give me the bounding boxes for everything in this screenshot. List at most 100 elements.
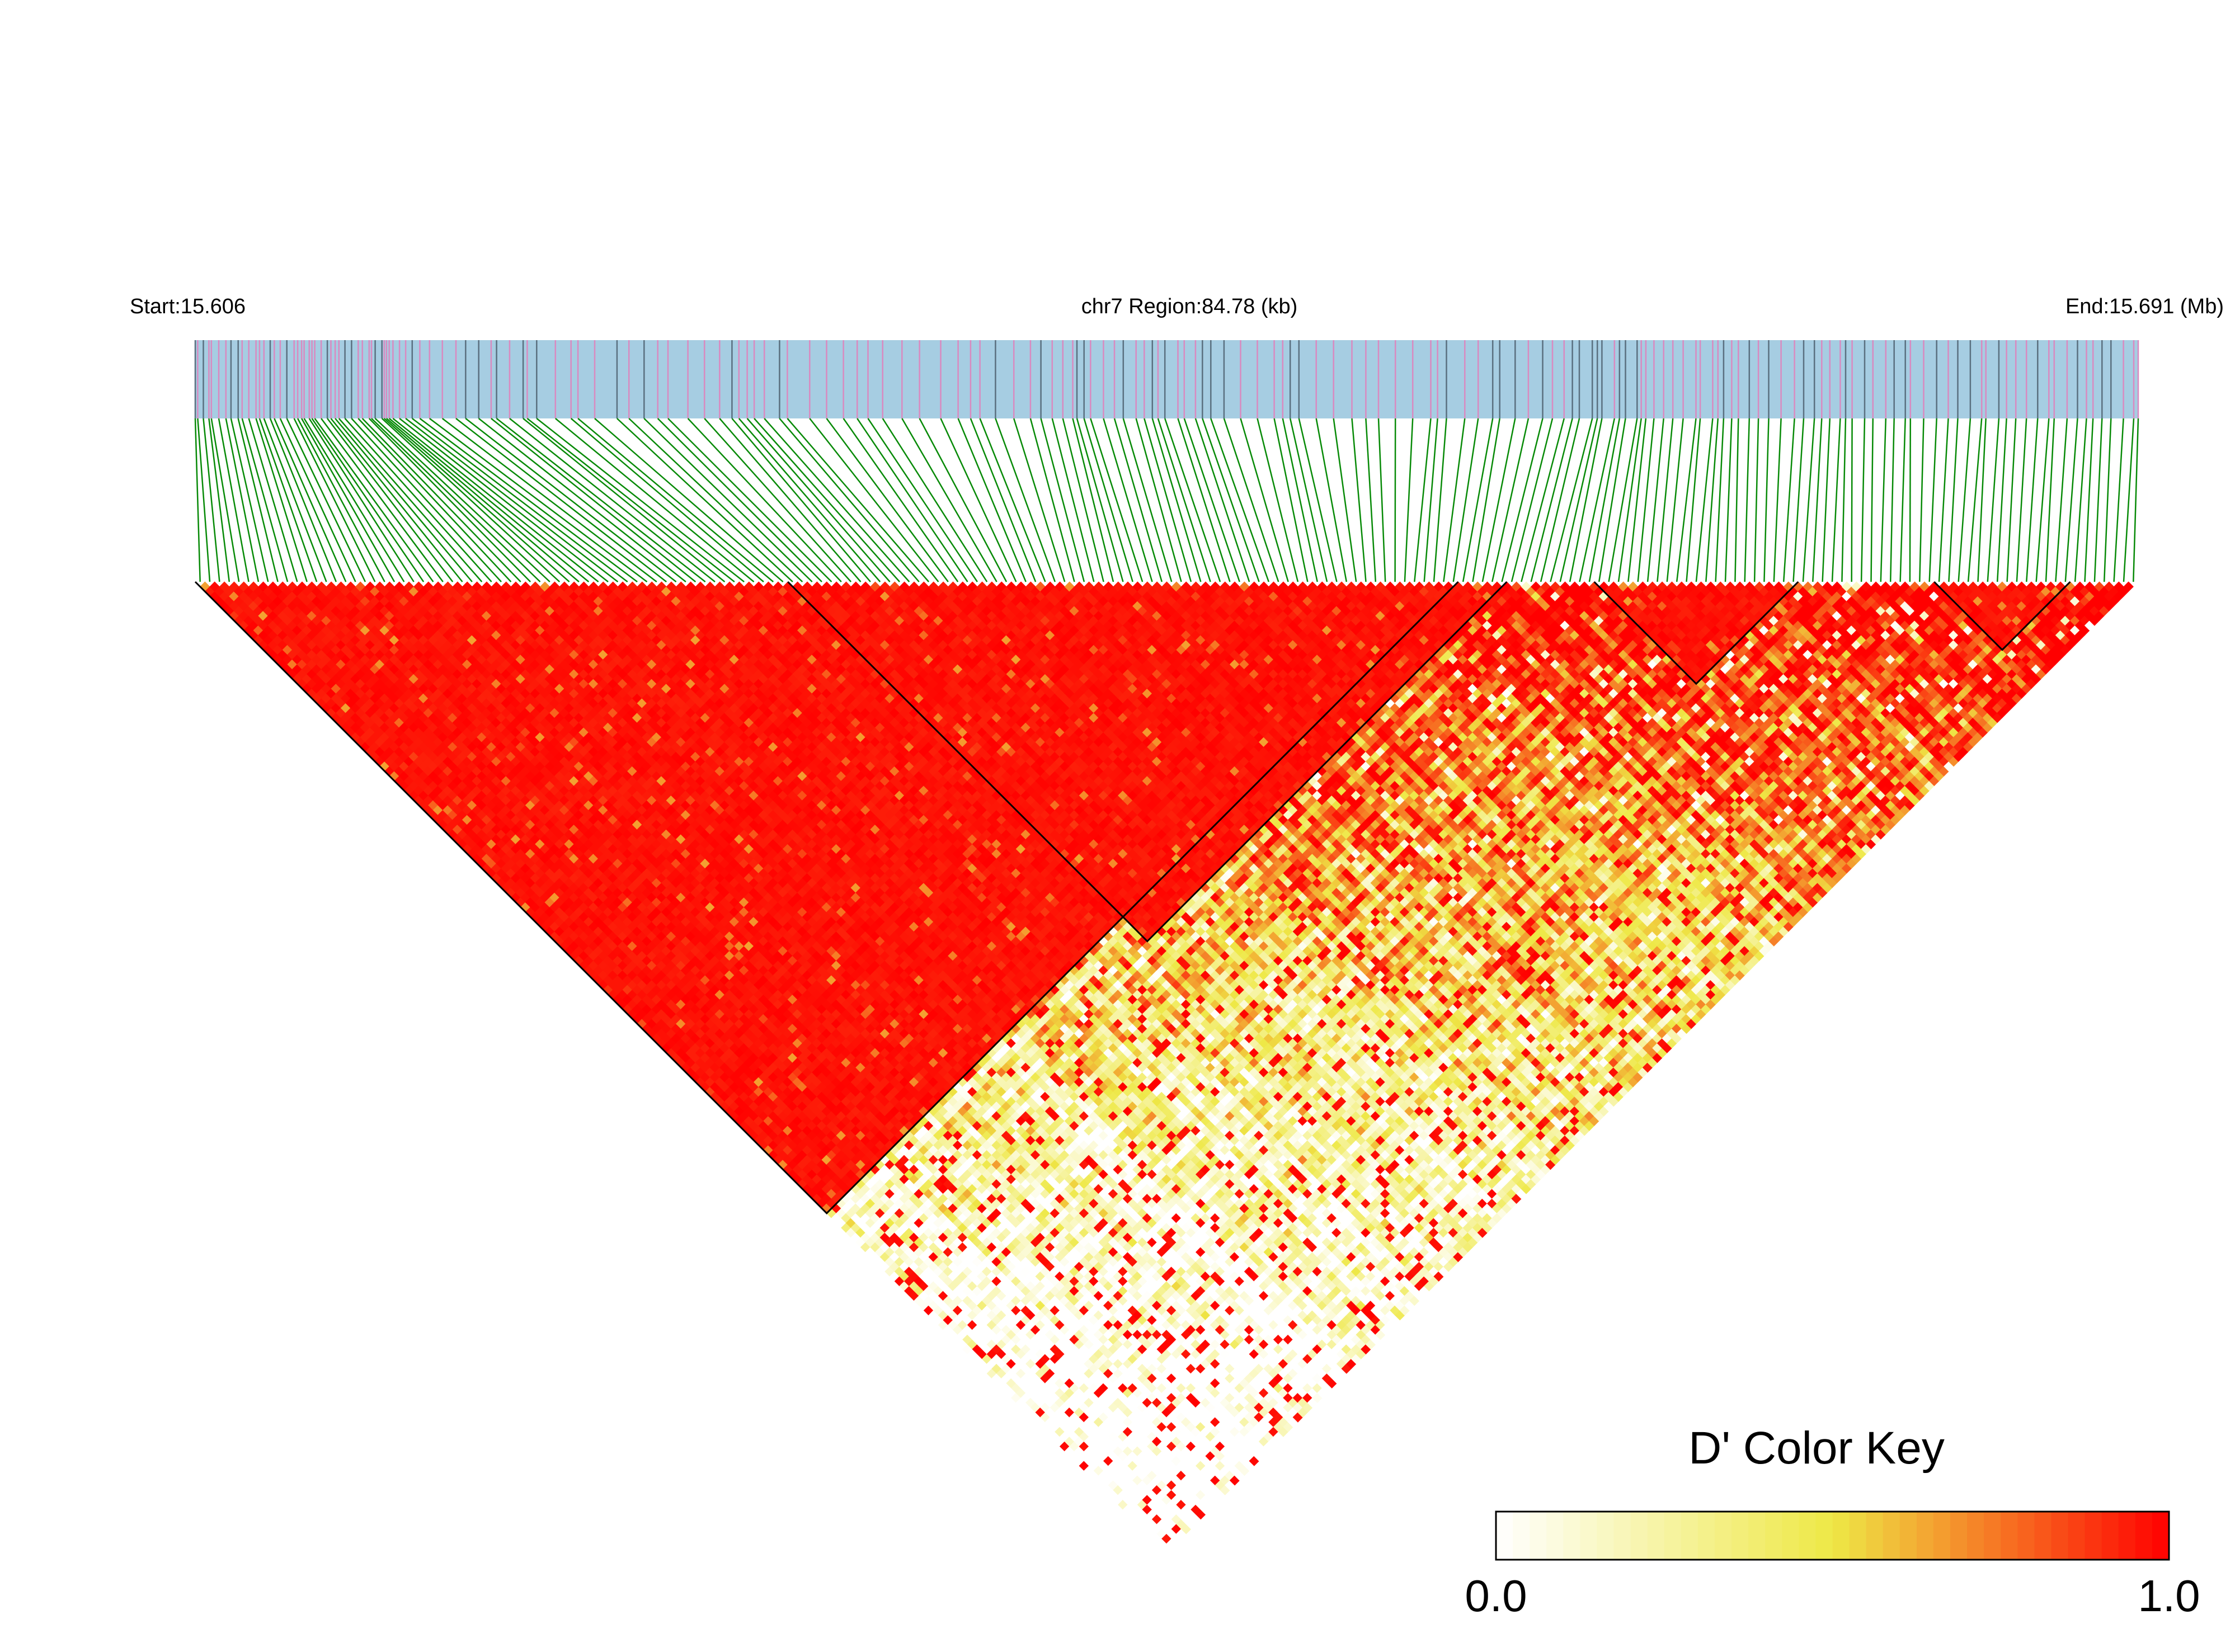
ld-cell [263,634,274,646]
snp-connector [1802,418,1815,582]
ld-cell [928,1291,939,1301]
ld-cell [350,722,361,733]
ld-cell [1142,1523,1153,1535]
snp-connector [496,418,706,582]
region-label: chr7 Region:84.78 (kb) [1081,295,1298,318]
ld-cell [457,819,468,830]
snp-connector [1666,418,1684,582]
ld-cell [1132,1514,1143,1524]
ld-cell [1040,1412,1051,1423]
snp-connector [274,418,347,582]
snp-connector [465,418,677,582]
snp-connector [719,418,862,582]
snp-connector [308,418,415,582]
snp-connector [1831,418,1841,582]
snp-connector [1880,418,1887,582]
snp-connector [1365,418,1377,582]
ld-cell [233,596,244,606]
snp-connector [2016,418,2027,582]
snp-connector [293,418,376,582]
snp-connector [218,418,250,582]
snp-connector [995,418,1056,582]
snp-connector [643,418,813,582]
snp-connector [258,418,318,582]
ld-cell [1064,1436,1075,1447]
ld-cell [267,630,279,641]
snp-connector [1282,418,1318,582]
snp-connector [2074,418,2087,582]
ld-cell [816,1179,827,1189]
snp-connector [399,418,609,582]
start-label: Start:15.606 [130,295,246,318]
snp-connector [1414,418,1432,582]
snp-connector [330,418,463,582]
ld-cell [539,902,550,912]
snp-connector [255,418,308,582]
snp-connector [241,418,289,582]
ld-cell [263,625,274,636]
snp-connector [1686,418,1701,582]
snp-connector [1812,418,1823,582]
snp-connector [1715,418,1725,582]
ld-cell [821,1184,832,1194]
snp-connector [225,418,260,582]
ld-cell [1011,1383,1022,1394]
ld-cell [622,985,633,995]
snp-connector [1157,418,1211,582]
ld-cell [374,746,385,757]
snp-connector [297,418,385,582]
snp-connector [867,418,978,582]
ld-cell [826,1208,837,1218]
ld-cell [850,1222,862,1234]
ld-cell [860,1222,871,1234]
snp-connector [1617,418,1642,582]
snp-connector [970,418,1037,582]
snp-connector [197,418,211,582]
snp-connector [857,418,968,582]
ld-cell [457,829,468,840]
ld-cell [734,1096,745,1107]
ld-cell [836,1208,847,1218]
snp-connector [1289,418,1328,582]
snp-connector [594,418,784,582]
snp-connector [1579,418,1616,582]
ld-cell [1093,1465,1104,1476]
snp-connector [826,418,949,582]
ld-cell [982,1353,992,1364]
snp-connector [1472,418,1500,582]
ld-cell [680,1043,691,1053]
snp-connector [230,418,269,582]
snp-connector [208,418,230,582]
snp-connector [1029,418,1075,582]
ld-cell [792,1154,803,1165]
snp-connector [1072,418,1114,582]
snp-connector [1257,418,1299,582]
snp-connector [628,418,803,582]
snp-connector [1443,418,1466,582]
snp-connector [1273,418,1309,582]
snp-connector [657,418,822,582]
snp-connector [1521,418,1565,582]
ld-cell [870,1242,881,1253]
snp-connector [405,418,619,582]
snp-connector [2026,418,2039,582]
snp-connector [1792,418,1805,582]
snp-connector [901,418,997,582]
snp-connector [1909,418,1912,582]
snp-connector [1987,418,2000,582]
ld-cell [919,1300,929,1311]
snp-connector [882,418,988,582]
ld-cell [734,1106,745,1117]
snp-connector [1240,418,1289,582]
snp-connector [1113,418,1163,582]
snp-connector [269,418,337,582]
snp-connector [843,418,959,582]
ld-cell [1108,1490,1119,1500]
ld-cell [773,1154,784,1165]
snp-connector [2093,418,2103,582]
snp-connector [2113,418,2124,582]
snp-connector [1724,418,1733,582]
snp-connector [286,418,366,582]
ld-cell [345,708,356,718]
